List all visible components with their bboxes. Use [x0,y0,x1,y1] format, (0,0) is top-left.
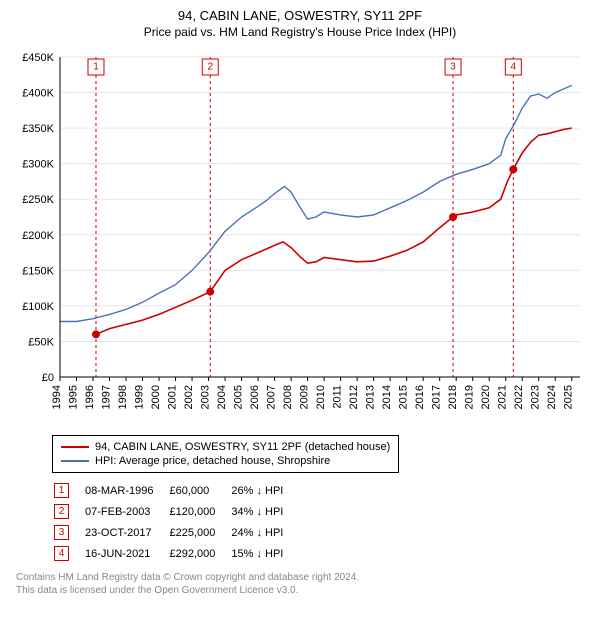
svg-text:4: 4 [511,62,517,73]
svg-text:£100K: £100K [22,301,54,313]
svg-text:£300K: £300K [22,159,54,171]
svg-text:2000: 2000 [150,385,162,409]
svg-text:1996: 1996 [84,385,96,409]
sale-delta: 26% ↓ HPI [231,481,297,500]
svg-text:2016: 2016 [414,385,426,409]
svg-text:2: 2 [207,62,213,73]
svg-text:2013: 2013 [365,385,377,409]
svg-text:£450K: £450K [22,52,54,64]
sale-price: £60,000 [169,481,229,500]
svg-text:£150K: £150K [22,265,54,277]
svg-text:1: 1 [93,62,99,73]
svg-text:£350K: £350K [22,123,54,135]
svg-text:2012: 2012 [348,385,360,409]
sale-price: £292,000 [169,544,229,563]
svg-text:£200K: £200K [22,230,54,242]
svg-text:2018: 2018 [447,385,459,409]
legend-label-price: 94, CABIN LANE, OSWESTRY, SY11 2PF (deta… [95,441,390,453]
svg-text:2025: 2025 [563,385,575,409]
sales-row: 2 07-FEB-2003£120,00034% ↓ HPI [54,502,297,521]
svg-text:£0: £0 [42,372,54,384]
svg-text:1999: 1999 [134,385,146,409]
footer: Contains HM Land Registry data © Crown c… [16,571,590,597]
sale-delta: 15% ↓ HPI [231,544,297,563]
sales-row: 4 16-JUN-2021£292,00015% ↓ HPI [54,544,297,563]
svg-text:2001: 2001 [167,385,179,409]
svg-text:2011: 2011 [332,385,344,409]
svg-text:2008: 2008 [282,385,294,409]
sales-row: 3 23-OCT-2017£225,00024% ↓ HPI [54,523,297,542]
svg-text:1994: 1994 [51,385,63,409]
legend-swatch-red [61,446,89,448]
svg-text:2015: 2015 [398,385,410,409]
sale-price: £120,000 [169,502,229,521]
sale-marker: 3 [54,525,69,540]
sale-marker: 4 [54,546,69,561]
svg-text:2005: 2005 [233,385,245,409]
legend-label-hpi: HPI: Average price, detached house, Shro… [95,455,330,467]
chart-title: 94, CABIN LANE, OSWESTRY, SY11 2PF [10,8,590,23]
sale-delta: 24% ↓ HPI [231,523,297,542]
legend-swatch-blue [61,460,89,462]
footer-line1: Contains HM Land Registry data © Crown c… [16,571,590,584]
sale-date: 16-JUN-2021 [85,544,167,563]
svg-text:2002: 2002 [183,385,195,409]
svg-text:£250K: £250K [22,194,54,206]
svg-text:1995: 1995 [68,385,80,409]
chart-container: 94, CABIN LANE, OSWESTRY, SY11 2PF Price… [0,0,600,603]
svg-text:2021: 2021 [497,385,509,409]
svg-text:2006: 2006 [249,385,261,409]
sale-date: 07-FEB-2003 [85,502,167,521]
svg-text:2014: 2014 [381,385,393,409]
sale-marker: 2 [54,504,69,519]
legend-row-hpi: HPI: Average price, detached house, Shro… [61,454,390,468]
footer-line2: This data is licensed under the Open Gov… [16,584,590,597]
legend-row-price: 94, CABIN LANE, OSWESTRY, SY11 2PF (deta… [61,440,390,454]
svg-text:3: 3 [450,62,456,73]
svg-text:2019: 2019 [464,385,476,409]
chart-legend: 94, CABIN LANE, OSWESTRY, SY11 2PF (deta… [52,435,399,473]
svg-text:£400K: £400K [22,88,54,100]
svg-text:2007: 2007 [266,385,278,409]
svg-text:2022: 2022 [513,385,525,409]
svg-text:1998: 1998 [117,385,129,409]
svg-text:2017: 2017 [431,385,443,409]
svg-text:1997: 1997 [101,385,113,409]
svg-text:2020: 2020 [480,385,492,409]
chart-plot-area: £0 £50K £100K £150K £200K £250K £300K £350K £400… [10,47,590,427]
svg-text:2024: 2024 [546,385,558,409]
sale-date: 08-MAR-1996 [85,481,167,500]
sale-marker: 1 [54,483,69,498]
sales-row: 1 08-MAR-1996£60,00026% ↓ HPI [54,481,297,500]
svg-text:£50K: £50K [28,336,54,348]
chart-subtitle: Price paid vs. HM Land Registry's House … [10,25,590,39]
svg-text:2023: 2023 [530,385,542,409]
sales-table: 1 08-MAR-1996£60,00026% ↓ HPI 2 07-FEB-2003… [52,479,299,565]
sale-price: £225,000 [169,523,229,542]
svg-text:2010: 2010 [315,385,327,409]
sale-delta: 34% ↓ HPI [231,502,297,521]
sale-date: 23-OCT-2017 [85,523,167,542]
svg-text:2009: 2009 [299,385,311,409]
chart-svg: £0 £50K £100K £150K £200K £250K £300K £350K £400… [10,47,590,427]
svg-text:2004: 2004 [216,385,228,409]
svg-text:2003: 2003 [200,385,212,409]
